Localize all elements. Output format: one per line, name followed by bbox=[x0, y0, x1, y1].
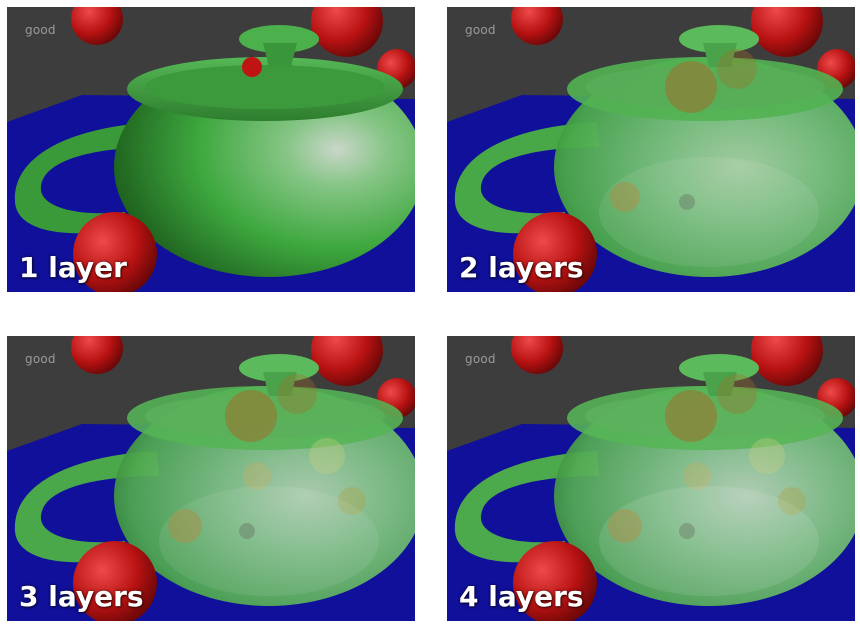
layer-count-caption: 2 layers bbox=[459, 251, 584, 284]
teapot-render-image bbox=[447, 7, 855, 292]
render-panel-1-layer: good 1 layer bbox=[7, 7, 415, 292]
render-panel-2-layers: good 2 layers bbox=[447, 7, 855, 292]
render-panel-3-layers: good 3 layers bbox=[7, 336, 415, 621]
watermark-label: good bbox=[25, 23, 56, 37]
render-panel-4-layers: good 4 layers bbox=[447, 336, 855, 621]
watermark-label: good bbox=[465, 23, 496, 37]
teapot-render-image bbox=[7, 7, 415, 292]
layer-count-caption: 1 layer bbox=[19, 251, 127, 284]
teapot-render-image bbox=[447, 336, 855, 621]
layer-count-caption: 4 layers bbox=[459, 580, 584, 613]
layer-count-caption: 3 layers bbox=[19, 580, 144, 613]
watermark-label: good bbox=[25, 352, 56, 366]
watermark-label: good bbox=[465, 352, 496, 366]
teapot-render-image bbox=[7, 336, 415, 621]
